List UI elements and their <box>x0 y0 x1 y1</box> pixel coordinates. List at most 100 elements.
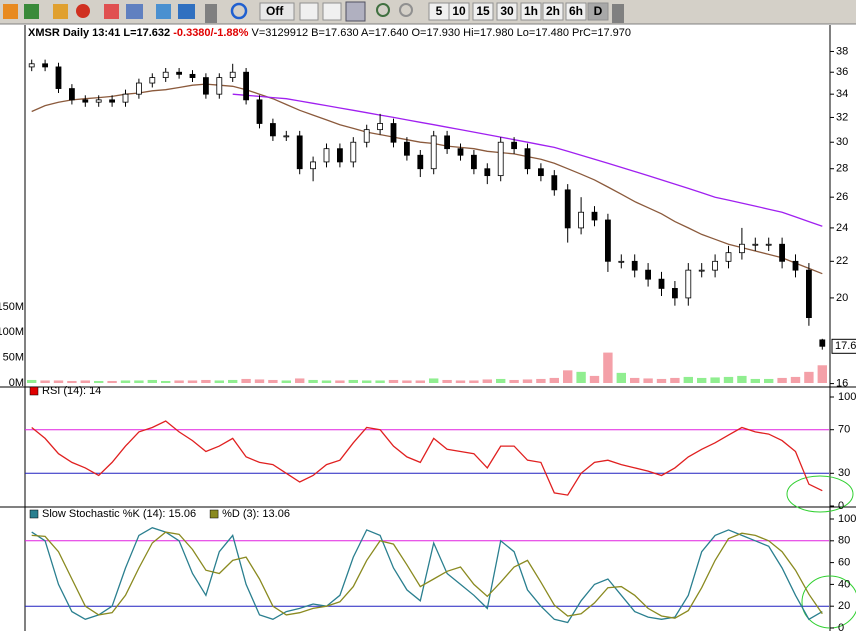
button[interactable] <box>448 2 470 21</box>
y-tick-label: 16 <box>836 377 848 389</box>
button[interactable] <box>565 2 587 21</box>
volume-tick-label: 150M <box>0 301 24 313</box>
volume-tick-label: 50M <box>3 352 24 364</box>
candle-body <box>430 135 437 170</box>
button[interactable] <box>587 2 609 21</box>
volume-bar <box>187 380 198 383</box>
volume-bar <box>321 380 332 383</box>
icon[interactable] <box>345 1 366 22</box>
candle-body <box>538 168 544 177</box>
volume-bar <box>589 375 600 383</box>
candle-body <box>511 141 518 150</box>
icon[interactable] <box>178 4 195 19</box>
volume-bar <box>522 379 533 383</box>
y-tick-label: 0 <box>838 622 844 631</box>
button[interactable] <box>472 2 494 21</box>
volume-bar <box>697 377 707 383</box>
volume-bar <box>214 380 224 383</box>
candle-body <box>336 148 343 163</box>
candle-body <box>470 154 477 170</box>
y-tick-label: 80 <box>838 535 850 547</box>
volume-bar <box>723 376 734 383</box>
volume-bar <box>295 378 305 383</box>
candle-body <box>296 135 303 170</box>
legend-swatch <box>29 509 39 519</box>
button-label: 10 <box>452 4 466 18</box>
candle-body <box>645 269 651 280</box>
candle-body <box>444 135 451 150</box>
candle-body <box>323 148 330 163</box>
icon[interactable] <box>24 4 39 19</box>
volume-bar <box>27 379 37 383</box>
volume-bar <box>683 376 693 383</box>
y-tick-label: 100 <box>838 513 856 525</box>
icon[interactable] <box>322 2 342 21</box>
volume-bar <box>777 377 787 383</box>
legend-swatch <box>29 386 39 396</box>
y-tick-label: 32 <box>836 111 848 123</box>
candle-body <box>69 88 75 101</box>
candle-body <box>162 71 169 78</box>
icon[interactable] <box>53 4 68 19</box>
button-label: 5 <box>436 4 443 18</box>
candle-body <box>779 243 785 262</box>
volume-bar <box>630 377 640 383</box>
candle-body <box>28 63 35 68</box>
volume-bar <box>281 380 291 383</box>
volume-bar <box>254 379 265 383</box>
volume-bar <box>455 380 466 383</box>
candle-body <box>403 141 410 156</box>
volume-bar <box>134 380 144 383</box>
icon[interactable] <box>104 4 119 19</box>
header-change: -0.3380/-1.88% <box>173 27 248 39</box>
icon[interactable] <box>76 4 90 18</box>
volume-bar <box>308 379 318 383</box>
button[interactable] <box>542 2 564 21</box>
volume-bar <box>174 380 184 383</box>
candle-body <box>725 252 732 262</box>
candle-body <box>591 211 598 221</box>
volume-bar <box>750 378 760 383</box>
icon[interactable] <box>126 4 143 19</box>
y-tick-label: 26 <box>836 191 848 203</box>
volume-bar <box>228 379 238 383</box>
icon[interactable] <box>399 3 413 17</box>
button[interactable] <box>520 2 542 21</box>
candle-body <box>672 288 678 299</box>
icon[interactable] <box>3 4 18 19</box>
candle-body <box>363 129 370 143</box>
candle-body <box>551 175 558 191</box>
button[interactable] <box>259 2 295 21</box>
y-tick-label: 0 <box>838 500 844 512</box>
volume-bar <box>67 380 77 383</box>
volume-bar <box>643 378 653 383</box>
y-tick-label: 22 <box>836 255 848 267</box>
volume-bar <box>442 379 452 383</box>
icon[interactable] <box>230 2 248 20</box>
volume-bar <box>817 365 827 383</box>
candle-body <box>658 278 665 289</box>
volume-bar <box>509 379 519 383</box>
volume-bar <box>161 380 171 383</box>
header-left: XMSR Daily 13:41 L=17.632 <box>28 27 170 39</box>
chart-header: XMSR Daily 13:41 L=17.632 -0.3380/-1.88%… <box>28 27 631 39</box>
candle-body <box>698 269 705 272</box>
dropdown[interactable] <box>612 4 624 23</box>
icon[interactable] <box>156 4 171 19</box>
icon[interactable] <box>376 3 390 17</box>
legend-label: %D (3): 13.06 <box>222 508 290 520</box>
candle-body <box>524 148 531 170</box>
candle-body <box>819 339 826 347</box>
button[interactable] <box>496 2 518 21</box>
volume-bar <box>94 380 104 383</box>
candle-body <box>605 219 611 262</box>
candle-body <box>122 93 129 103</box>
candle-body <box>350 141 357 163</box>
icon[interactable] <box>299 2 319 21</box>
legend-swatch <box>209 509 219 519</box>
button-label: D <box>594 4 603 18</box>
dropdown[interactable] <box>205 4 217 23</box>
y-tick-label: 70 <box>838 424 850 436</box>
candle-body <box>578 211 584 229</box>
volume-bar <box>764 378 774 383</box>
